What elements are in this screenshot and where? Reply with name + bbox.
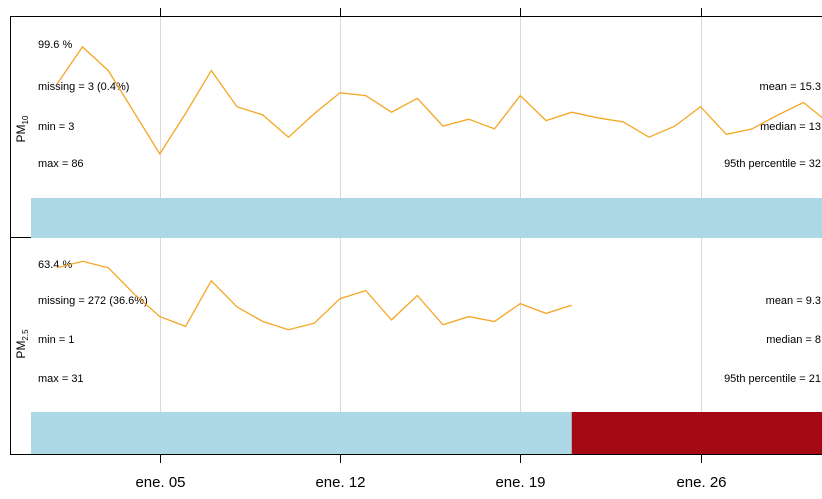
p1-max-label: max = 86 [38,158,84,170]
p1-min-label: min = 3 [38,121,74,133]
p2-y-label-main: PM [14,341,28,359]
data-capture-bar [31,412,572,454]
p1-missing-label: missing = 3 (0.4%) [38,81,129,93]
series-line [56,45,822,156]
p2-y-label-sub: 2.5 [21,329,30,341]
p1-percent-label: 99.6 % [38,39,72,51]
chart-marks: ene. 05 ene. 12 ene. 19 ene. 26 [31,8,822,491]
missing-data-bar [571,412,822,454]
p1-mean-label: mean = 15.3 [760,81,821,93]
plot-frame [10,16,822,455]
p2-min-label: min = 1 [38,334,74,346]
p2-missing-label: missing = 272 (36.6%) [38,295,148,307]
p2-percent-label: 63.4 % [38,259,72,271]
p2-y-label: PM2.5 [14,329,30,359]
x-tick-label: ene. 19 [495,474,545,491]
p1-p95-label: 95th percentile = 32 [724,158,821,170]
x-tick-label: ene. 26 [676,474,726,491]
p2-median-label: median = 8 [766,334,821,346]
x-tick-label: ene. 12 [315,474,365,491]
p1-y-label: PM10 [14,115,30,142]
p2-max-label: max = 31 [38,373,84,385]
p2-p95-label: 95th percentile = 21 [724,373,821,385]
p1-y-label-sub: 10 [21,115,30,124]
x-tick-label: ene. 05 [135,474,185,491]
p1-y-label-main: PM [14,124,28,142]
p1-median-label: median = 13 [760,121,821,133]
p2-mean-label: mean = 9.3 [766,295,821,307]
data-capture-bar [31,198,822,238]
series-line [56,260,572,331]
